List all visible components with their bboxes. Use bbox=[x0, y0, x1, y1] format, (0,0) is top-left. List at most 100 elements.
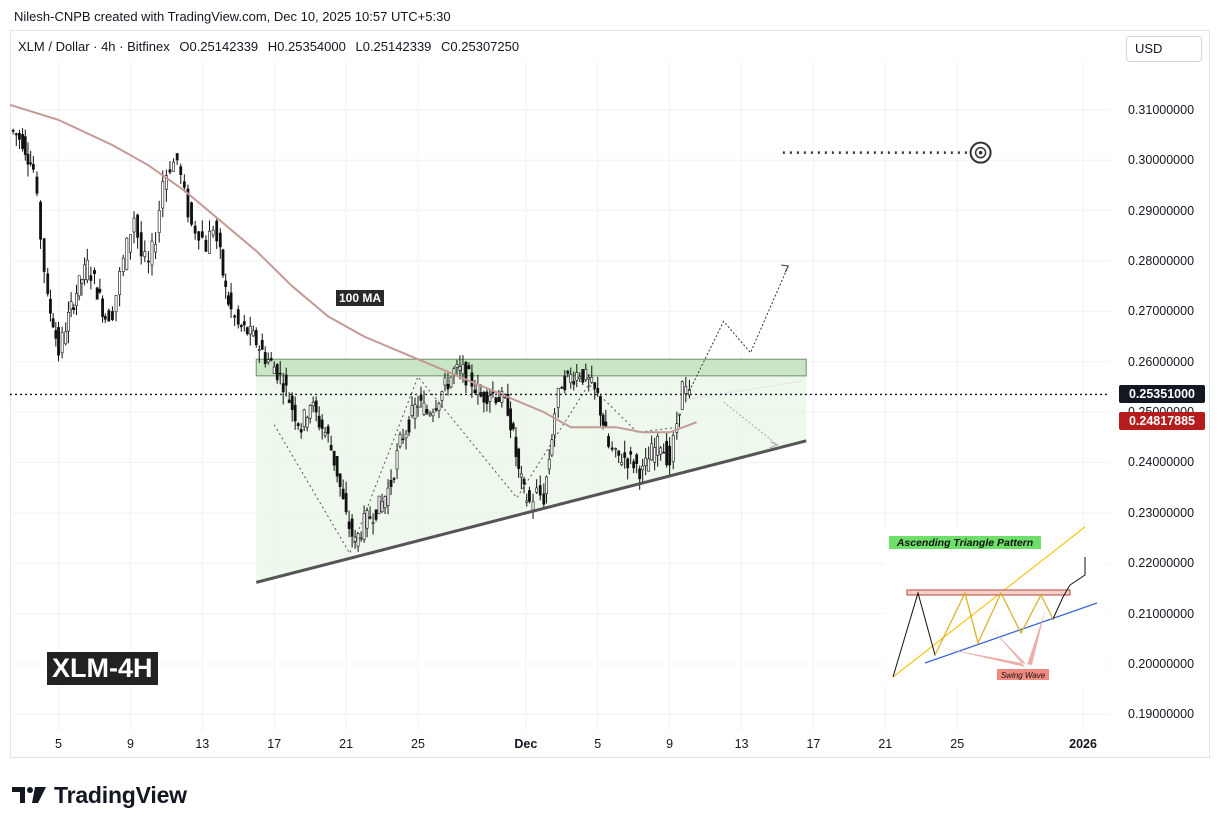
candle-body bbox=[494, 397, 498, 404]
footer-logo[interactable]: TradingView bbox=[12, 781, 187, 809]
candle-body bbox=[200, 231, 204, 238]
symbol-name[interactable]: XLM / Dollar · 4h · Bitfinex bbox=[18, 39, 170, 54]
candle-body bbox=[678, 413, 681, 416]
candle-body bbox=[305, 417, 309, 428]
candle-body bbox=[260, 339, 264, 350]
candle-body bbox=[251, 330, 255, 337]
candle-body bbox=[341, 488, 345, 500]
candle-body bbox=[425, 409, 429, 414]
candle-body bbox=[290, 395, 294, 410]
symbol-legend: XLM / Dollar · 4h · Bitfinex O0.25142339… bbox=[18, 39, 519, 54]
candle-body bbox=[95, 287, 99, 300]
inset-swing-label-bg bbox=[997, 669, 1049, 680]
candle-body bbox=[377, 495, 381, 514]
price-axis[interactable]: 0.31000000 0.30000000 0.29000000 0.28000000… bbox=[1110, 62, 1210, 732]
candle-body bbox=[248, 326, 252, 335]
candle-body bbox=[590, 376, 594, 383]
candle-body bbox=[60, 331, 64, 354]
candle-body bbox=[103, 316, 107, 320]
inset-resistance-bar bbox=[906, 589, 1071, 596]
candle-body bbox=[659, 447, 663, 455]
candle-body bbox=[419, 394, 423, 401]
candle-body bbox=[535, 487, 539, 493]
projection-up-path bbox=[687, 265, 789, 395]
candle-body bbox=[335, 455, 339, 477]
candle-body bbox=[437, 403, 441, 411]
candle-body bbox=[31, 164, 35, 170]
candle-body bbox=[587, 377, 591, 380]
candle-body bbox=[519, 473, 523, 478]
candle-body bbox=[64, 331, 68, 345]
candle-body bbox=[204, 239, 208, 252]
candle-body bbox=[641, 465, 645, 470]
x-tick-label: 17 bbox=[806, 737, 821, 751]
candle-body bbox=[221, 249, 225, 276]
candle-body bbox=[172, 161, 175, 172]
candle-body bbox=[422, 402, 426, 415]
y-tick-label: 0.23000000 bbox=[1128, 505, 1195, 520]
candle-body bbox=[374, 509, 378, 520]
y-tick-label: 0.24000000 bbox=[1128, 455, 1195, 470]
candle-body bbox=[434, 408, 438, 411]
candle-body bbox=[629, 451, 633, 455]
candle-body bbox=[563, 375, 567, 391]
candle-body bbox=[522, 478, 526, 485]
candle-body bbox=[528, 490, 531, 502]
candle-body bbox=[380, 501, 384, 512]
candle-body bbox=[154, 244, 157, 253]
candle-body bbox=[121, 257, 125, 273]
candle-body bbox=[473, 389, 477, 394]
candle-body bbox=[617, 450, 621, 456]
x-tick-label: 13 bbox=[734, 737, 749, 751]
candle-body bbox=[272, 366, 276, 374]
candle-body bbox=[581, 369, 585, 383]
candle-body bbox=[347, 521, 351, 529]
candle-body bbox=[23, 136, 27, 155]
candle-body bbox=[431, 411, 435, 417]
candle-body bbox=[607, 436, 610, 447]
candle-body bbox=[416, 405, 420, 408]
candle-body bbox=[266, 359, 270, 363]
x-tick-label: 25 bbox=[950, 737, 965, 751]
candle-body bbox=[553, 413, 557, 436]
x-tick-label: 5 bbox=[594, 737, 602, 751]
candle-body bbox=[395, 450, 399, 470]
candle-body bbox=[254, 330, 258, 346]
candle-body bbox=[593, 382, 597, 389]
candle-body bbox=[401, 438, 405, 441]
candle-body bbox=[224, 280, 228, 287]
candle-body bbox=[632, 461, 636, 469]
candle-body bbox=[229, 292, 233, 310]
y-tick-label: 0.26000000 bbox=[1128, 354, 1195, 369]
candle-body bbox=[314, 400, 318, 413]
projection-upper-line bbox=[680, 380, 803, 402]
candle-body bbox=[392, 478, 396, 480]
candle-body bbox=[129, 234, 132, 253]
candle-body bbox=[118, 270, 122, 296]
x-tick-label: 21 bbox=[878, 737, 893, 751]
candle-body bbox=[446, 383, 450, 390]
candle-body bbox=[299, 429, 303, 433]
candle-body bbox=[317, 415, 321, 428]
candle-body bbox=[161, 181, 165, 209]
candle-body bbox=[284, 374, 288, 386]
candle-body bbox=[556, 388, 560, 408]
x-tick-label: 13 bbox=[195, 737, 210, 751]
candle-body bbox=[21, 134, 24, 149]
resistance-zone bbox=[255, 358, 807, 377]
candle-body bbox=[139, 232, 143, 257]
currency-button[interactable]: USD bbox=[1126, 36, 1202, 62]
candle-body bbox=[662, 451, 666, 454]
candle-body bbox=[389, 480, 393, 487]
candle-body bbox=[114, 295, 118, 313]
candle-body bbox=[531, 501, 535, 511]
ma-label: 100 MA bbox=[336, 290, 385, 306]
swing-projection-path bbox=[273, 375, 679, 555]
candle-body bbox=[150, 240, 154, 266]
candle-body bbox=[11, 129, 15, 132]
low-label: L bbox=[355, 39, 363, 54]
candle-body bbox=[208, 230, 211, 254]
candle-body bbox=[614, 448, 618, 450]
candle-body bbox=[39, 201, 42, 240]
